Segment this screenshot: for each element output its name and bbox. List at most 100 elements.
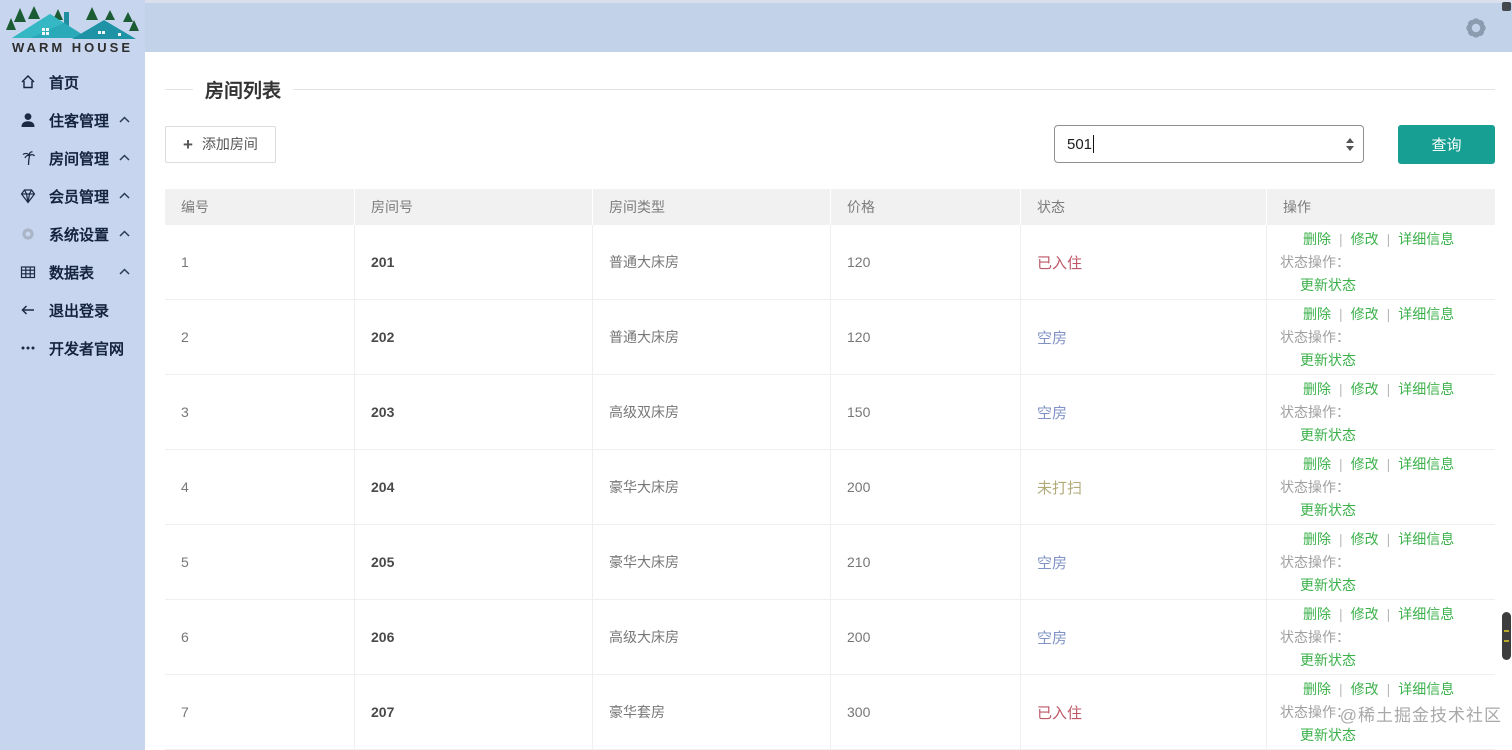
cell-room-number: 201 bbox=[355, 225, 593, 299]
main-content: 房间列表 + 添加房间 501 查询 编号 房间号 房间类型 价格 状态 bbox=[145, 52, 1512, 750]
delete-link[interactable]: 删除 bbox=[1303, 680, 1331, 697]
details-link[interactable]: 详细信息 bbox=[1398, 380, 1455, 397]
details-link[interactable]: 详细信息 bbox=[1398, 530, 1455, 547]
logo-illustration bbox=[6, 6, 139, 39]
gear-icon bbox=[20, 226, 37, 243]
watermark: @稀土掘金技术社区 bbox=[1339, 706, 1502, 725]
details-link[interactable]: 详细信息 bbox=[1398, 680, 1455, 697]
delete-link[interactable]: 删除 bbox=[1303, 530, 1331, 547]
status-text: 未打扫 bbox=[1037, 479, 1083, 497]
cell-room-type: 高级大床房 bbox=[593, 600, 831, 674]
page-title-row: 房间列表 bbox=[165, 76, 1495, 102]
cell-status: 空房 bbox=[1021, 375, 1267, 449]
sidebar-item-label: 住客管理 bbox=[49, 112, 110, 130]
cell-room-number: 203 bbox=[355, 375, 593, 449]
cell-status: 空房 bbox=[1021, 300, 1267, 374]
link-separator: | bbox=[1386, 305, 1391, 322]
cell-room-type: 豪华大床房 bbox=[593, 525, 831, 599]
cell-room-number: 204 bbox=[355, 450, 593, 524]
settings-gear-icon[interactable] bbox=[1462, 14, 1490, 42]
status-ops-label: 状态操作： bbox=[1280, 553, 1350, 570]
header-price: 价格 bbox=[831, 189, 1021, 225]
cell-status: 未打扫 bbox=[1021, 450, 1267, 524]
scrollbar-thumb[interactable] bbox=[1502, 612, 1511, 660]
cell-operations: 删除 | 修改 | 详细信息 状态操作： 更新状态 bbox=[1267, 525, 1495, 599]
delete-link[interactable]: 删除 bbox=[1303, 455, 1331, 472]
number-spinner[interactable] bbox=[1346, 126, 1354, 162]
delete-link[interactable]: 删除 bbox=[1303, 305, 1331, 322]
sidebar-item-developer-site[interactable]: 开发者官网 bbox=[0, 329, 145, 367]
header-room-number: 房间号 bbox=[355, 189, 593, 225]
table-row: 6 206 高级大床房 200 空房 删除 | 修改 | 详细信息 状态操作： 更新状态 bbox=[165, 600, 1495, 675]
sidebar-item-label: 首页 bbox=[49, 74, 80, 92]
sidebar-item-members[interactable]: 会员管理 bbox=[0, 177, 145, 215]
details-link[interactable]: 详细信息 bbox=[1398, 305, 1455, 322]
update-status-link[interactable]: 更新状态 bbox=[1300, 651, 1356, 668]
status-text: 空房 bbox=[1037, 404, 1068, 422]
delete-link[interactable]: 删除 bbox=[1303, 230, 1331, 247]
update-status-link[interactable]: 更新状态 bbox=[1300, 501, 1356, 518]
details-link[interactable]: 详细信息 bbox=[1398, 455, 1455, 472]
sidebar-item-label: 系统设置 bbox=[49, 226, 110, 244]
update-status-link[interactable]: 更新状态 bbox=[1300, 351, 1356, 368]
details-link[interactable]: 详细信息 bbox=[1398, 605, 1455, 622]
sidebar-item-logout[interactable]: 退出登录 bbox=[0, 291, 145, 329]
sidebar-item-datatable[interactable]: 数据表 bbox=[0, 253, 145, 291]
cell-id: 7 bbox=[165, 675, 355, 749]
home-icon bbox=[20, 74, 37, 91]
link-separator: | bbox=[1339, 530, 1343, 547]
edit-link[interactable]: 修改 bbox=[1350, 455, 1379, 472]
cell-status: 空房 bbox=[1021, 525, 1267, 599]
room-search-input[interactable]: 501 bbox=[1054, 125, 1364, 163]
sidebar-item-settings[interactable]: 系统设置 bbox=[0, 215, 145, 253]
cell-operations: 删除 | 修改 | 详细信息 状态操作： 更新状态 bbox=[1267, 225, 1495, 299]
link-separator: | bbox=[1339, 455, 1343, 472]
cell-price: 200 bbox=[831, 600, 1021, 674]
sidebar-item-label: 开发者官网 bbox=[49, 340, 125, 358]
update-status-link[interactable]: 更新状态 bbox=[1300, 576, 1356, 593]
query-button[interactable]: 查询 bbox=[1398, 124, 1495, 164]
table-row: 2 202 普通大床房 120 空房 删除 | 修改 | 详细信息 状态操作： 更新状态 bbox=[165, 300, 1495, 375]
sidebar-item-home[interactable]: 首页 bbox=[0, 63, 145, 101]
spinner-down-icon[interactable] bbox=[1346, 145, 1354, 151]
link-separator: | bbox=[1339, 380, 1343, 397]
status-ops-label: 状态操作： bbox=[1280, 478, 1350, 495]
sidebar-item-rooms[interactable]: 房间管理 bbox=[0, 139, 145, 177]
cell-room-number: 205 bbox=[355, 525, 593, 599]
edit-link[interactable]: 修改 bbox=[1350, 680, 1379, 697]
cell-room-number: 207 bbox=[355, 675, 593, 749]
sidebar-item-label: 退出登录 bbox=[49, 302, 110, 320]
link-separator: | bbox=[1339, 605, 1343, 622]
cell-id: 2 bbox=[165, 300, 355, 374]
table-row: 5 205 豪华大床房 210 空房 删除 | 修改 | 详细信息 状态操作： 更新状态 bbox=[165, 525, 1495, 600]
status-text: 空房 bbox=[1037, 329, 1068, 347]
spinner-up-icon[interactable] bbox=[1346, 137, 1354, 143]
sidebar-item-label: 数据表 bbox=[49, 264, 95, 282]
sidebar-item-label: 房间管理 bbox=[49, 150, 110, 168]
link-separator: | bbox=[1386, 530, 1391, 547]
update-status-link[interactable]: 更新状态 bbox=[1300, 276, 1356, 293]
edit-link[interactable]: 修改 bbox=[1350, 530, 1379, 547]
cell-operations: 删除 | 修改 | 详细信息 状态操作： 更新状态 bbox=[1267, 375, 1495, 449]
cell-id: 4 bbox=[165, 450, 355, 524]
edit-link[interactable]: 修改 bbox=[1350, 605, 1379, 622]
edit-link[interactable]: 修改 bbox=[1350, 305, 1379, 322]
header-operations: 操作 bbox=[1267, 189, 1495, 225]
chevron-up-icon bbox=[119, 230, 131, 238]
delete-link[interactable]: 删除 bbox=[1303, 380, 1331, 397]
details-link[interactable]: 详细信息 bbox=[1398, 230, 1455, 247]
cell-status: 空房 bbox=[1021, 600, 1267, 674]
cell-price: 210 bbox=[831, 525, 1021, 599]
search-group: 501 查询 bbox=[1054, 124, 1495, 164]
header-room-type: 房间类型 bbox=[593, 189, 831, 225]
update-status-link[interactable]: 更新状态 bbox=[1300, 726, 1356, 743]
delete-link[interactable]: 删除 bbox=[1303, 605, 1331, 622]
title-divider-left bbox=[165, 88, 193, 90]
update-status-link[interactable]: 更新状态 bbox=[1300, 426, 1356, 443]
ellipsis-icon bbox=[20, 340, 37, 357]
edit-link[interactable]: 修改 bbox=[1350, 380, 1379, 397]
add-room-button[interactable]: + 添加房间 bbox=[165, 125, 276, 163]
edit-link[interactable]: 修改 bbox=[1350, 230, 1379, 247]
topbar bbox=[0, 0, 1512, 52]
sidebar-item-guests[interactable]: 住客管理 bbox=[0, 101, 145, 139]
